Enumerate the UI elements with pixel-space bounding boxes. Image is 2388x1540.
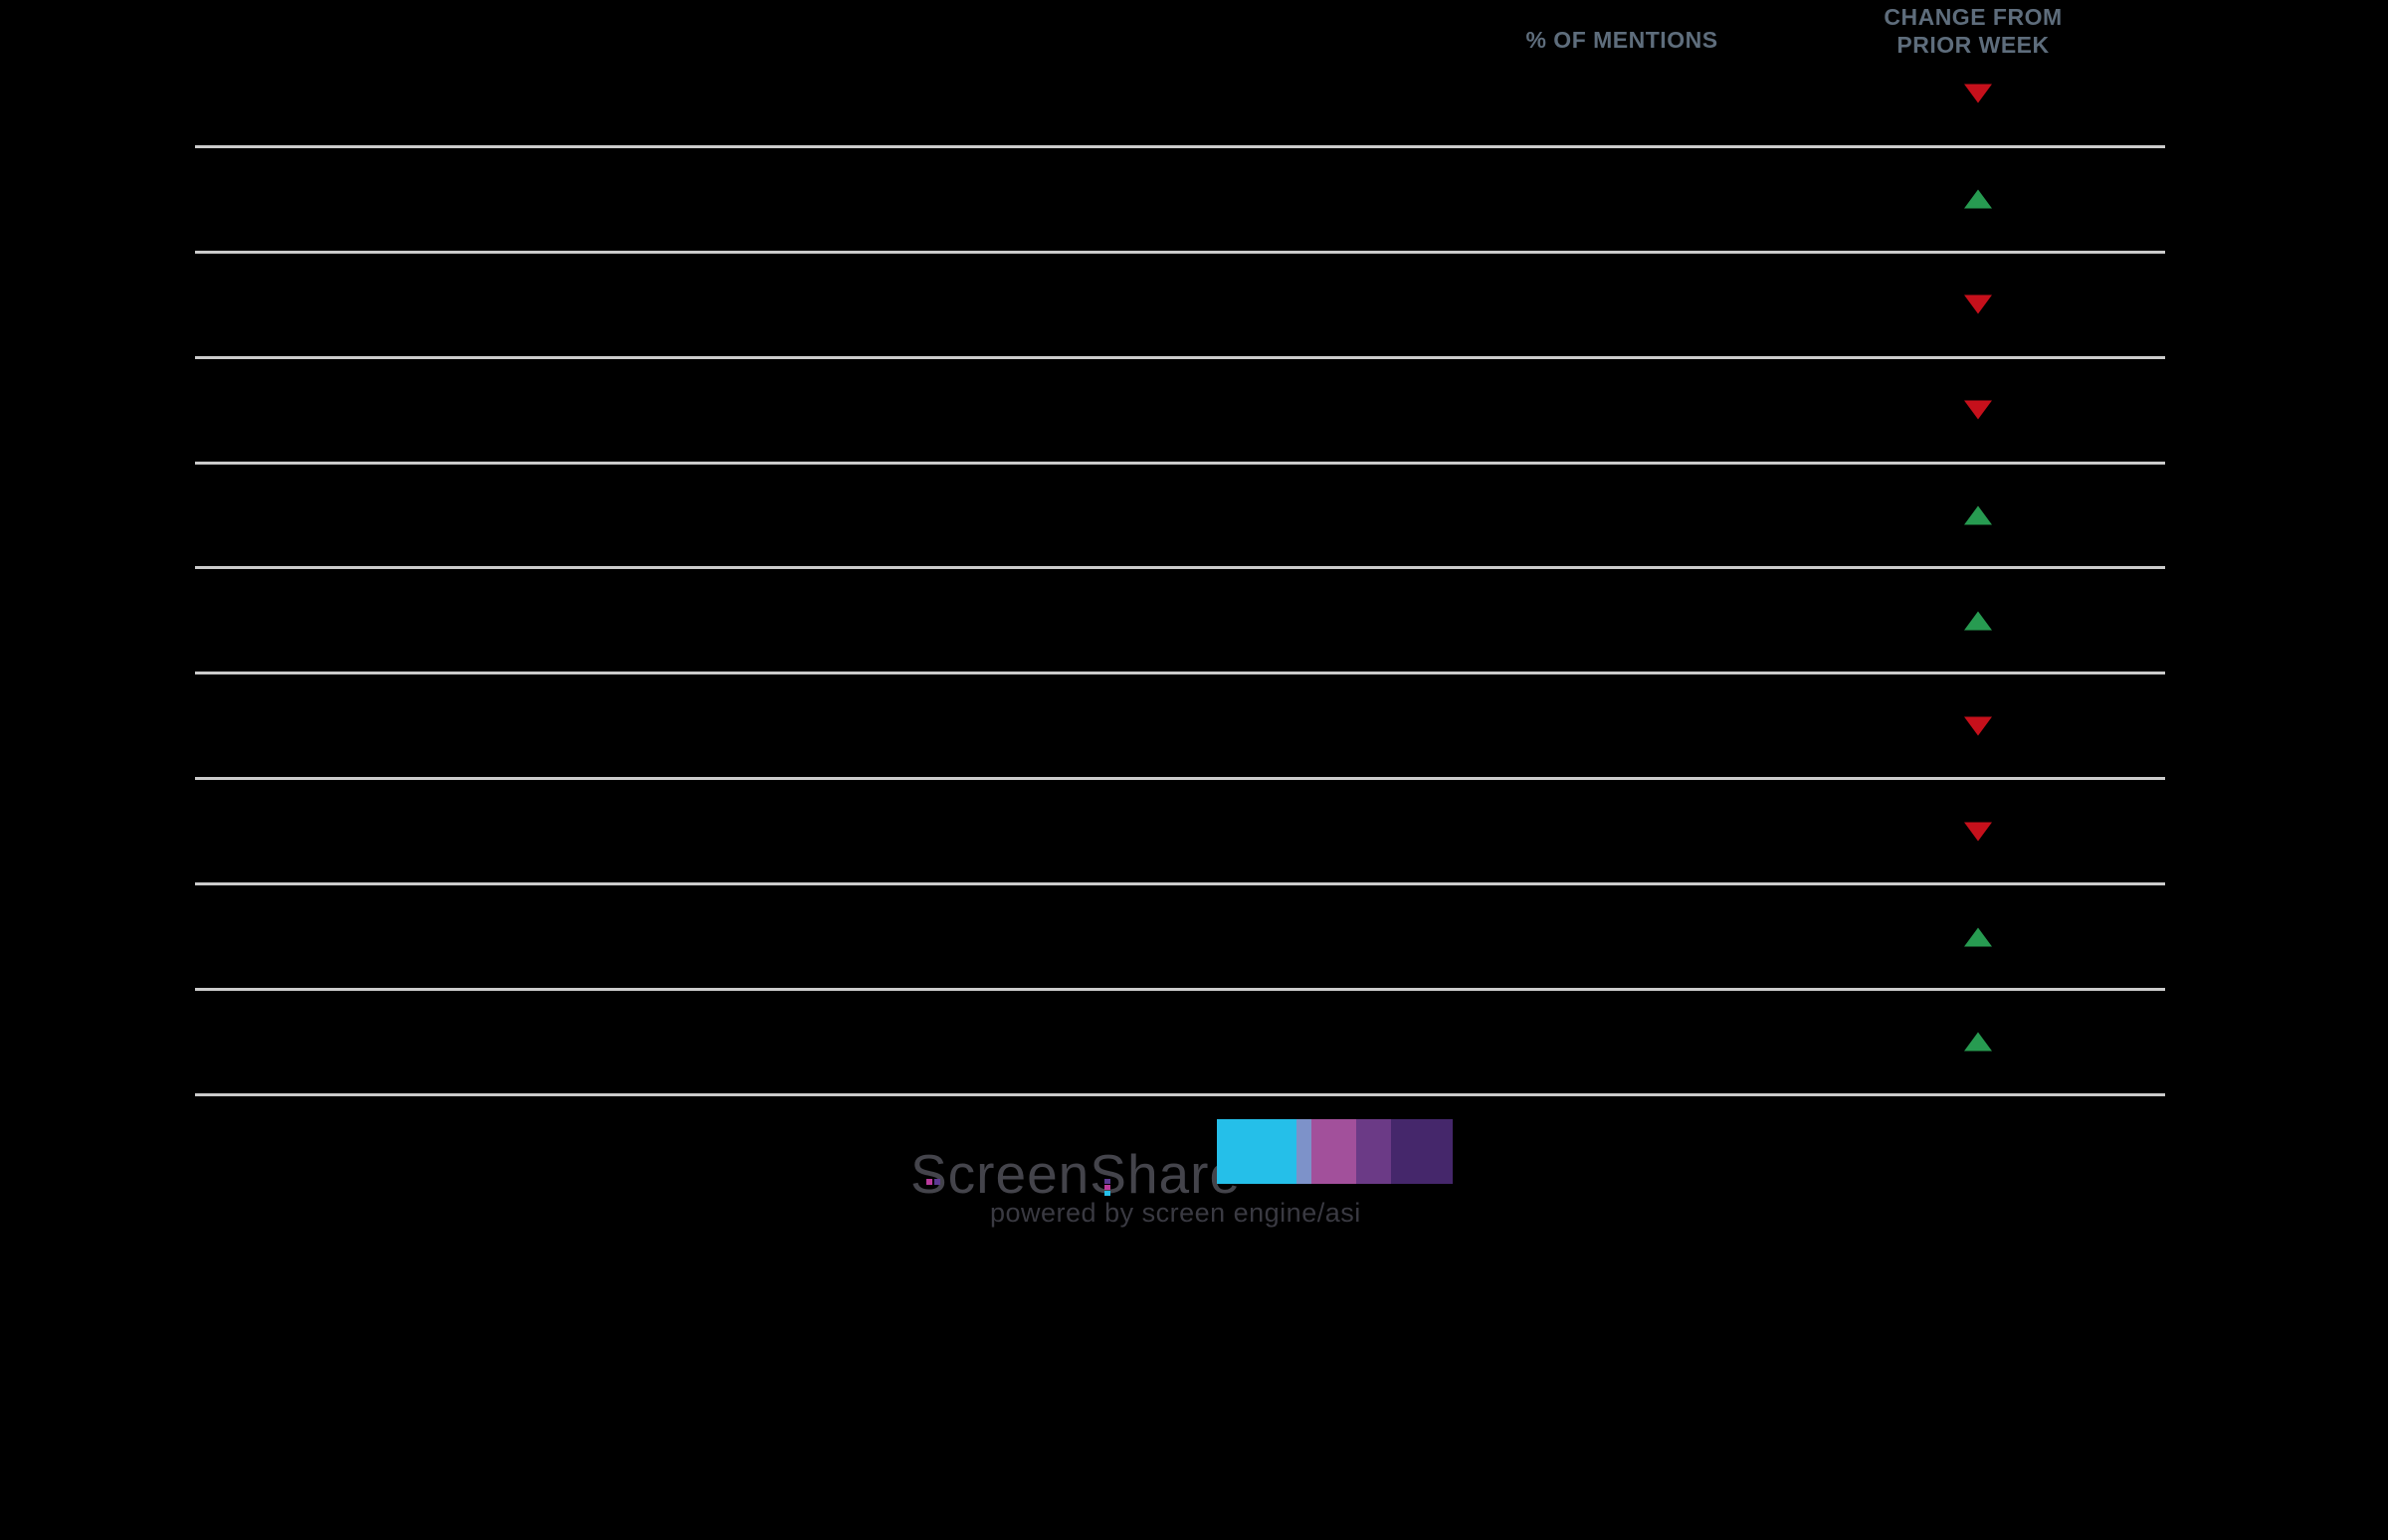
ranking-table (195, 43, 2165, 1096)
table-row (195, 569, 2165, 675)
table-row (195, 885, 2165, 992)
change-up-icon (1964, 189, 1992, 209)
change-down-icon (1964, 716, 1992, 736)
logo-stem-square-cyan (1104, 1191, 1110, 1196)
logo-stem-square-pink (1104, 1185, 1110, 1190)
change-down-icon (1964, 84, 1992, 103)
change-up-icon (1964, 611, 1992, 631)
logo-bar-segment-1 (1217, 1119, 1296, 1184)
table-row (195, 674, 2165, 781)
change-down-icon (1964, 822, 1992, 842)
logo-bar-segment-4 (1356, 1119, 1391, 1184)
column-header-percent-of-mentions: % OF MENTIONS (1525, 27, 1718, 53)
change-down-icon (1964, 400, 1992, 420)
table-row (195, 254, 2165, 359)
column-header-change-line1: CHANGE FROM (1884, 4, 2063, 30)
change-up-icon (1964, 505, 1992, 525)
logo-bar-segment-5 (1391, 1119, 1453, 1184)
change-up-icon (1964, 927, 1992, 947)
column-header-change-from-prior-week: CHANGE FROM PRIOR WEEK (1834, 3, 2112, 59)
column-header-change-line2: PRIOR WEEK (1896, 32, 2050, 58)
table-row (195, 43, 2165, 148)
logo-bar-segment-2 (1296, 1119, 1311, 1184)
table-row (195, 780, 2165, 886)
logo-accent-square-violet (934, 1179, 940, 1185)
logo-accent-square-pink (926, 1179, 932, 1185)
screenshare-logo-wordmark: ScreenShare™ (910, 1132, 1261, 1202)
change-up-icon (1964, 1032, 1992, 1052)
logo-stem-square-violet (1104, 1179, 1110, 1184)
logo-tagline: powered by screen engine/asi (990, 1198, 1361, 1228)
table-row (195, 991, 2165, 1096)
logo-bar-segment-3 (1311, 1119, 1356, 1184)
change-down-icon (1964, 294, 1992, 314)
logo-color-bar (1217, 1119, 1453, 1184)
logo-text: ScreenShare (910, 1143, 1242, 1205)
table-row (195, 359, 2165, 465)
table-row (195, 148, 2165, 254)
table-row (195, 465, 2165, 570)
